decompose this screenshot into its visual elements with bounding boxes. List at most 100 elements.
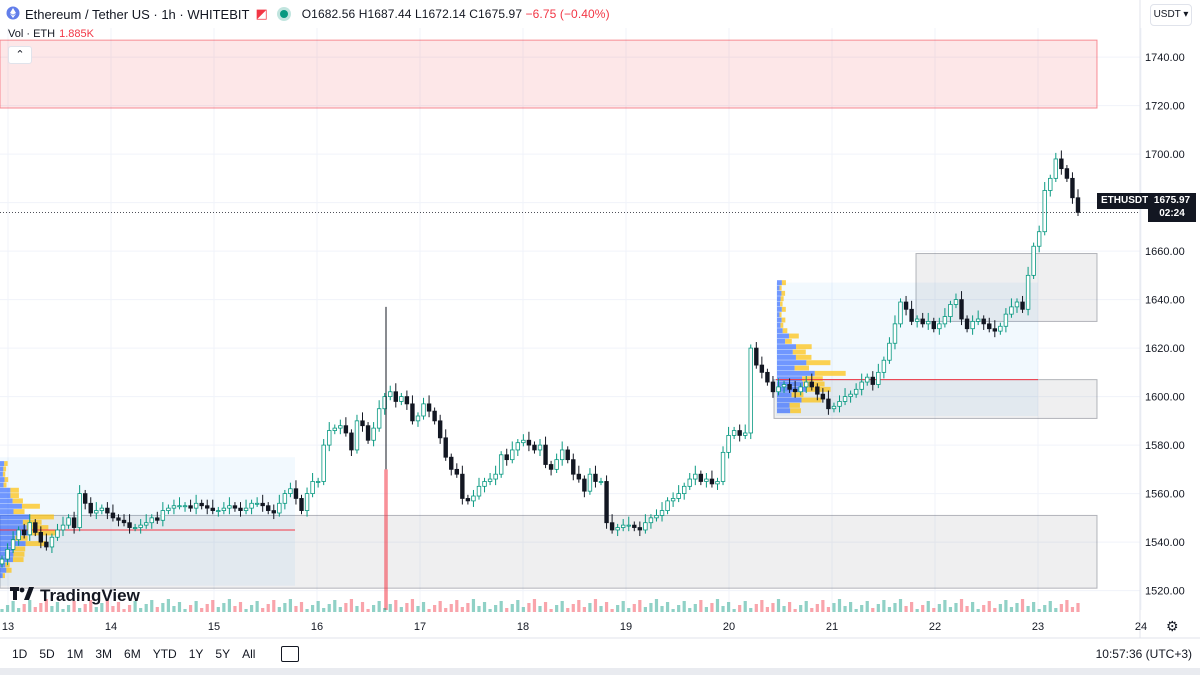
profile-bar-up	[777, 301, 781, 307]
volume-bar	[516, 600, 520, 612]
candle-body	[116, 517, 121, 521]
timeframe-3m[interactable]: 3M	[95, 647, 113, 661]
price-tick-label: 1740.00	[1145, 52, 1185, 64]
candle-body	[698, 473, 704, 482]
volume-bar	[338, 607, 342, 612]
clock-readout[interactable]: 10:57:36 (UTC+3)	[1095, 647, 1192, 661]
timeframe-6m[interactable]: 6M	[124, 647, 141, 661]
candle-body	[931, 321, 936, 330]
candle-body	[1009, 306, 1014, 315]
candle-body	[44, 541, 49, 548]
collapse-legend-button[interactable]: ⌃	[8, 46, 32, 64]
volume-bar	[743, 601, 747, 612]
profile-bar-up	[0, 498, 13, 504]
candle-body	[388, 391, 393, 397]
candle-body	[293, 488, 299, 499]
volume-bar	[188, 605, 193, 612]
volume-bar	[139, 608, 143, 612]
volume-bar	[155, 607, 159, 612]
volume-bar	[299, 602, 304, 612]
timeframe-ytd[interactable]: YTD	[152, 647, 177, 661]
candle-body	[676, 493, 681, 499]
volume-bar	[78, 608, 82, 612]
volume-bar	[765, 607, 770, 612]
candles	[0, 150, 1081, 610]
profile-bar-up	[0, 466, 4, 472]
tradingview-logo[interactable]: TradingView	[10, 586, 140, 606]
chart-header: Ethereum / Tether US · 1h · WHITEBIT ◩ O…	[0, 0, 1140, 28]
volume-bar	[860, 605, 864, 612]
candle-body	[776, 386, 781, 393]
candle-body	[892, 323, 898, 344]
volume-bar	[499, 601, 503, 612]
candle-body	[504, 454, 509, 461]
profile-bar-down	[782, 328, 788, 334]
volume-bar	[61, 609, 65, 612]
volume-profile-area	[0, 457, 295, 586]
volume-bar	[427, 609, 431, 612]
profile-bar-down	[779, 312, 782, 318]
volume-bar	[599, 606, 603, 612]
profile-bar-down	[3, 466, 7, 472]
volume-bar	[1048, 601, 1052, 612]
date-range-calendar-icon[interactable]	[281, 646, 300, 662]
volume-legend: Vol · ETH 1.885K	[8, 28, 94, 40]
candle-body	[659, 510, 665, 516]
volume-bar	[826, 607, 831, 612]
timeframe-1m[interactable]: 1M	[66, 647, 84, 661]
profile-bar-up	[777, 317, 782, 323]
candle-body	[49, 536, 55, 548]
candle-body	[249, 502, 254, 509]
volume-bar	[1054, 608, 1058, 612]
volume-bar	[721, 606, 725, 612]
profile-bar-down	[781, 290, 786, 296]
candle-body	[515, 442, 521, 451]
timeframe-5d[interactable]: 5D	[39, 647, 55, 661]
exchange-flag-icon: ◩	[255, 6, 268, 21]
volume-bar	[89, 600, 93, 612]
volume-bar	[66, 605, 71, 612]
currency-selector[interactable]: USDT ▾	[1150, 4, 1192, 26]
profile-bar-up	[0, 487, 11, 493]
ohlc-readout: O1682.56 H1687.44 L1672.14 C1675.97 −6.7…	[302, 7, 610, 21]
settings-gear-icon[interactable]: ⚙	[1166, 618, 1179, 634]
timeframe-1d[interactable]: 1D	[12, 647, 28, 661]
profile-bar-up	[777, 344, 797, 350]
candle-body	[987, 323, 992, 330]
volume-bar	[449, 604, 453, 612]
logo-text: TradingView	[40, 586, 140, 605]
volume-bar	[194, 601, 198, 612]
candle-body	[365, 425, 371, 441]
volume-bar	[532, 599, 537, 612]
candle-body	[271, 510, 276, 514]
volume-bar	[1004, 600, 1008, 612]
candle-body	[837, 401, 842, 407]
candle-body	[188, 505, 193, 509]
bottom-strip	[0, 668, 1200, 675]
candle-body	[582, 478, 587, 492]
volume-bar	[460, 607, 464, 612]
volume-bar	[272, 600, 276, 612]
profile-bar-down	[13, 551, 25, 557]
timeframe-5y[interactable]: 5Y	[215, 647, 231, 661]
profile-bar-up	[0, 503, 22, 509]
candle-body	[77, 493, 82, 528]
profile-bar-down	[29, 514, 54, 520]
volume-bar	[893, 603, 897, 612]
volume-bar	[715, 599, 720, 612]
candle-body	[609, 522, 615, 531]
volume-bar	[1020, 599, 1025, 612]
timeframe-all[interactable]: All	[242, 647, 256, 661]
timeframe-1y[interactable]: 1Y	[188, 647, 204, 661]
symbol-info[interactable]: Ethereum / Tether US · 1h · WHITEBIT	[6, 6, 249, 23]
price-tick-label: 1520.00	[1145, 586, 1185, 598]
candle-body	[465, 498, 471, 502]
volume-bar	[943, 600, 947, 612]
candle-body	[598, 481, 604, 483]
profile-bar-down	[796, 344, 812, 350]
profile-bar-down	[780, 322, 784, 328]
volume-bar	[588, 603, 592, 612]
volume-bar	[55, 602, 60, 612]
candle-body	[376, 408, 382, 429]
